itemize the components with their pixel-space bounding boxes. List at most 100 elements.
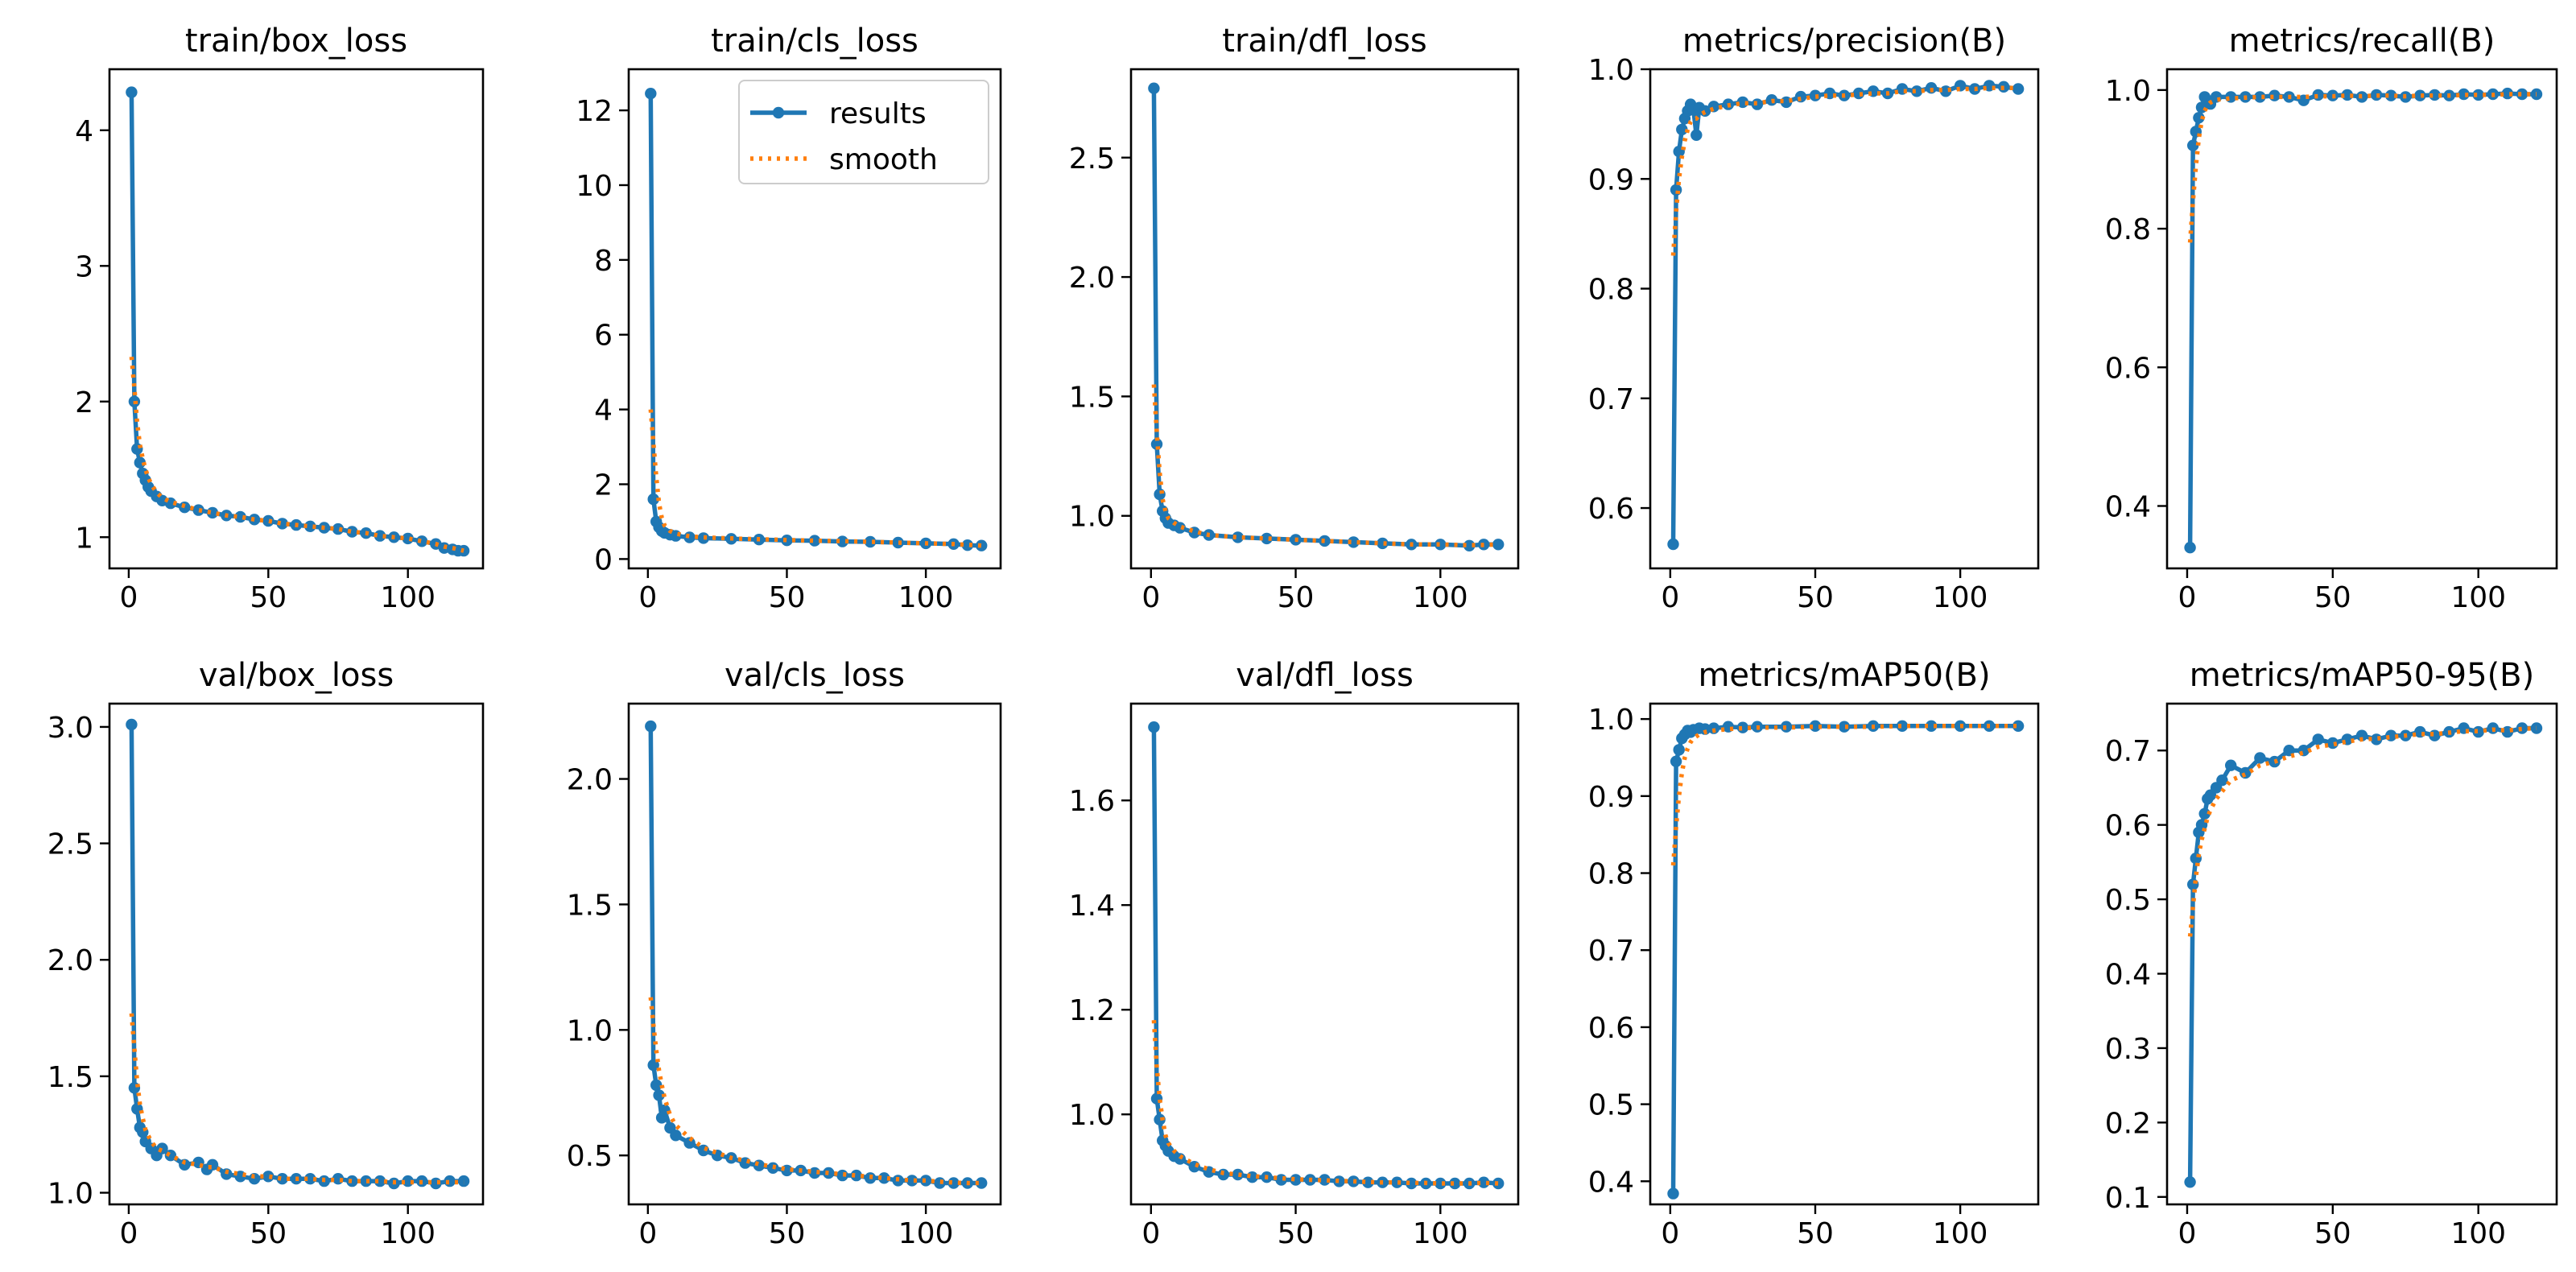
data-point xyxy=(1910,85,1923,97)
series-results xyxy=(2184,722,2543,1188)
data-point xyxy=(1319,1174,1331,1186)
x-tick-label: 0 xyxy=(2178,581,2197,614)
y-tick-label: 2 xyxy=(75,386,93,419)
data-point xyxy=(878,1172,890,1184)
x-tick-label: 100 xyxy=(2450,581,2506,614)
data-point xyxy=(1670,755,1682,767)
y-tick-label: 0.7 xyxy=(1588,383,1634,416)
data-point xyxy=(1463,539,1476,551)
data-point xyxy=(1348,536,1360,548)
data-point xyxy=(1699,723,1711,735)
subplot-title: metrics/mAP50-95(B) xyxy=(2190,657,2534,694)
plot-area-frame xyxy=(1129,702,1520,1206)
plot-area-frame xyxy=(627,702,1002,1206)
x-tick-label: 0 xyxy=(1141,1217,1160,1250)
subplot-9: metrics/mAP50(B) 0 50 100 0.4 0.5 0.6 0.7 0.8 0.9… xyxy=(1588,657,2040,1250)
smooth-line xyxy=(648,409,982,548)
data-point xyxy=(683,531,696,543)
data-point xyxy=(1690,129,1703,141)
data-point xyxy=(2312,89,2324,101)
legend-results-marker xyxy=(772,106,785,119)
subplot-title: val/dfl_loss xyxy=(1236,657,1414,694)
y-tick-label: 1.4 xyxy=(1069,890,1115,923)
series-smooth xyxy=(648,997,982,1186)
data-point xyxy=(1673,744,1685,756)
y-tick-label: 3 xyxy=(75,250,93,283)
data-point xyxy=(346,526,358,538)
results-line xyxy=(2187,91,2539,550)
results-line xyxy=(1151,85,1501,548)
x-tick-label: 100 xyxy=(1413,581,1468,614)
y-tick-label: 0.7 xyxy=(1588,935,1634,968)
data-point xyxy=(1377,537,1389,550)
data-point xyxy=(1667,1187,1679,1200)
data-point xyxy=(1896,720,1909,732)
data-point xyxy=(1925,720,1938,732)
y-tick-label: 0.4 xyxy=(1588,1166,1634,1199)
results-line xyxy=(129,89,466,553)
y-tick-label: 1.0 xyxy=(2105,75,2151,108)
data-point xyxy=(192,504,204,516)
data-point xyxy=(1435,539,1447,551)
data-point xyxy=(2254,752,2266,764)
y-tick-label: 2.0 xyxy=(1069,262,1115,295)
data-point xyxy=(374,530,386,542)
series-results xyxy=(1667,720,2025,1200)
series-smooth xyxy=(1670,724,2019,866)
data-point xyxy=(128,1082,141,1094)
x-tick-label: 50 xyxy=(1278,581,1315,614)
series-smooth xyxy=(2187,725,2537,937)
legend-box xyxy=(738,80,989,184)
data-point xyxy=(2370,89,2383,101)
data-point xyxy=(1809,89,1822,101)
data-point xyxy=(850,1169,863,1182)
y-tick-label: 0.5 xyxy=(2105,884,2151,917)
data-point xyxy=(276,1173,288,1185)
data-point xyxy=(781,535,793,547)
y-tick-label: 0.9 xyxy=(1588,163,1634,196)
data-point xyxy=(2312,733,2324,745)
results-line xyxy=(129,722,466,1186)
subplot-title: metrics/mAP50(B) xyxy=(1698,657,1990,694)
plot-area-frame xyxy=(1129,68,1520,570)
data-point xyxy=(976,1177,988,1189)
data-point xyxy=(126,86,138,98)
y-tick-label: 1.5 xyxy=(567,889,613,922)
subplot-1: train/box_loss 0 50 100 1 2 3 4 xyxy=(75,23,485,614)
data-point xyxy=(1148,721,1160,733)
x-tick-label: 100 xyxy=(380,1217,436,1250)
data-point xyxy=(1174,522,1187,534)
data-point xyxy=(1736,721,1749,733)
data-point xyxy=(262,514,275,527)
x-tick-label: 100 xyxy=(1933,1217,1988,1250)
data-point xyxy=(1148,82,1160,94)
data-point xyxy=(2472,89,2484,101)
data-point xyxy=(1852,87,1865,100)
series-smooth xyxy=(648,409,982,548)
series-smooth xyxy=(2187,92,2537,243)
series-results xyxy=(1148,721,1505,1190)
plot-area-frame xyxy=(1649,68,2040,570)
x-tick-label: 100 xyxy=(380,581,436,614)
data-point xyxy=(2385,89,2397,101)
x-tick-label: 0 xyxy=(638,581,657,614)
x-tick-label: 50 xyxy=(769,1217,806,1250)
subplot-title: train/dfl_loss xyxy=(1222,23,1426,60)
y-tick-label: 1.0 xyxy=(567,1014,613,1047)
data-point xyxy=(645,720,657,733)
data-point xyxy=(2216,774,2228,787)
results-line xyxy=(648,724,984,1186)
series-results xyxy=(1148,82,1505,551)
data-point xyxy=(346,1175,358,1187)
y-tick-label: 0.8 xyxy=(2105,213,2151,246)
data-point xyxy=(402,532,414,545)
data-point xyxy=(1699,105,1711,117)
y-tick-label: 0 xyxy=(594,543,613,576)
results-line xyxy=(1670,724,2021,1196)
y-tick-label: 0.8 xyxy=(1588,858,1634,891)
data-point xyxy=(976,539,988,551)
y-tick-label: 2.5 xyxy=(1069,142,1115,176)
data-point xyxy=(2184,542,2196,554)
y-tick-label: 0.8 xyxy=(1588,274,1634,307)
